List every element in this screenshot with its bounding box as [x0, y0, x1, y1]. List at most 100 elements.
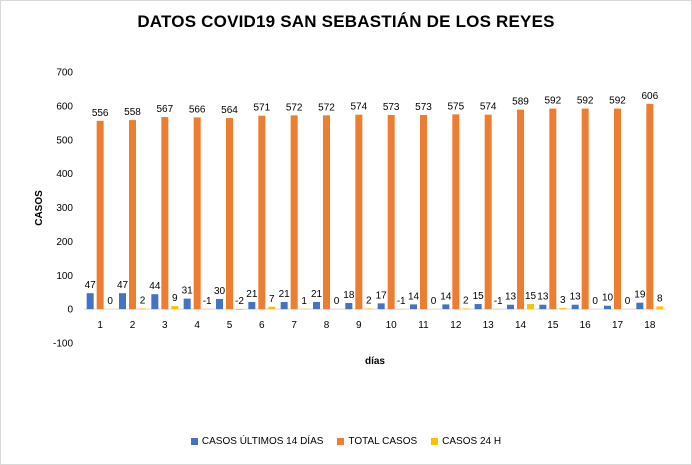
- x-tick-label: 6: [259, 320, 265, 331]
- data-label-1: 13: [570, 292, 582, 303]
- bar-3: [559, 308, 567, 310]
- bar-2: [581, 108, 589, 310]
- data-label-3: 0: [592, 296, 598, 307]
- data-label-2: 556: [92, 108, 109, 119]
- chart-legend: CASOS ÚLTIMOS 14 DÍAS TOTAL CASOS CASOS 24…: [0, 436, 692, 447]
- bar-1: [410, 304, 417, 310]
- bar-1: [604, 305, 611, 310]
- bar-1: [248, 302, 256, 310]
- x-tick-label: 3: [162, 320, 168, 331]
- data-label-3: 7: [269, 294, 275, 305]
- data-label-1: 18: [343, 290, 355, 301]
- legend-label: CASOS ÚLTIMOS 14 DÍAS: [201, 436, 324, 447]
- data-label-3: 9: [172, 293, 178, 304]
- y-tick-label: -100: [53, 339, 73, 350]
- x-tick-label: 17: [612, 320, 624, 331]
- data-label-2: 575: [447, 101, 464, 112]
- bar-1: [377, 303, 385, 310]
- x-tick-label: 16: [580, 320, 592, 331]
- data-label-3: 0: [625, 296, 631, 307]
- bar-1: [345, 303, 353, 310]
- bar-1: [216, 298, 223, 310]
- data-label-1: 13: [505, 292, 517, 303]
- bar-2: [193, 117, 201, 310]
- legend-item: TOTAL CASOS: [337, 436, 417, 447]
- data-label-3: -1: [397, 296, 406, 307]
- data-label-1: 10: [602, 293, 614, 304]
- bar-3: [527, 304, 534, 310]
- x-tick-label: 14: [515, 320, 527, 331]
- bar-2: [226, 118, 233, 310]
- bar-2: [290, 115, 298, 310]
- bar-2: [355, 114, 363, 310]
- bar-1: [183, 298, 191, 310]
- bar-2: [387, 115, 395, 310]
- data-label-1: 21: [279, 289, 291, 300]
- data-label-3: 8: [657, 293, 663, 304]
- legend-swatch: [190, 438, 198, 445]
- data-label-3: -1: [203, 296, 212, 307]
- data-label-2: 572: [286, 102, 303, 113]
- x-tick-label: 15: [547, 320, 559, 331]
- data-label-1: 19: [634, 290, 646, 301]
- x-axis-title: días: [365, 356, 385, 367]
- data-label-2: 606: [641, 91, 658, 102]
- bar-2: [129, 120, 136, 310]
- bar-1: [636, 302, 644, 310]
- legend-swatch: [431, 438, 439, 445]
- y-tick-label: 700: [56, 68, 73, 79]
- x-tick-label: 12: [450, 320, 462, 331]
- y-tick-label: 400: [56, 169, 73, 180]
- data-label-3: -2: [235, 296, 244, 307]
- bar-2: [614, 108, 621, 310]
- bar-1: [507, 304, 514, 310]
- data-label-1: 47: [85, 280, 97, 291]
- bar-1: [86, 293, 94, 310]
- data-label-1: 14: [440, 291, 452, 302]
- data-label-3: 0: [431, 296, 437, 307]
- bar-3: [462, 308, 470, 310]
- bar-1: [442, 304, 450, 310]
- data-label-1: 15: [473, 291, 485, 302]
- data-label-1: 47: [117, 280, 129, 291]
- data-label-1: 21: [246, 289, 258, 300]
- data-label-3: 0: [334, 296, 340, 307]
- bar-2: [517, 109, 524, 310]
- data-label-2: 592: [609, 96, 626, 107]
- bar-1: [571, 304, 579, 310]
- x-tick-label: 2: [130, 320, 136, 331]
- data-label-1: 30: [214, 286, 226, 297]
- data-label-2: 589: [512, 97, 529, 108]
- bar-3: [656, 306, 664, 310]
- data-label-1: 44: [149, 281, 161, 292]
- data-label-2: 567: [156, 104, 173, 115]
- bar-1: [474, 304, 482, 310]
- y-tick-label: 600: [56, 101, 73, 112]
- x-tick-label: 13: [483, 320, 495, 331]
- data-label-3: 15: [525, 291, 537, 302]
- bar-1: [151, 294, 159, 310]
- data-label-2: 592: [577, 96, 594, 107]
- bar-3: [268, 306, 276, 310]
- data-label-2: 558: [124, 107, 141, 118]
- bar-1: [280, 302, 288, 310]
- legend-label: TOTAL CASOS: [348, 436, 418, 447]
- bar-2: [258, 115, 266, 310]
- data-label-1: 13: [537, 292, 549, 303]
- y-tick-label: 200: [56, 237, 73, 248]
- bar-2: [323, 115, 330, 310]
- data-label-1: 17: [376, 290, 388, 301]
- data-label-1: 21: [311, 289, 323, 300]
- bar-3: [365, 308, 373, 310]
- x-tick-label: 10: [386, 320, 398, 331]
- x-tick-label: 5: [227, 320, 233, 331]
- bar-2: [549, 108, 557, 310]
- legend-swatch: [337, 438, 345, 445]
- data-label-3: 3: [560, 295, 566, 306]
- bar-1: [539, 304, 547, 310]
- data-label-2: 566: [189, 104, 206, 115]
- bar-2: [96, 120, 104, 310]
- chart-title: DATOS COVID19 SAN SEBASTIÁN DE LOS REYES: [137, 12, 555, 31]
- x-tick-label: 4: [194, 320, 200, 331]
